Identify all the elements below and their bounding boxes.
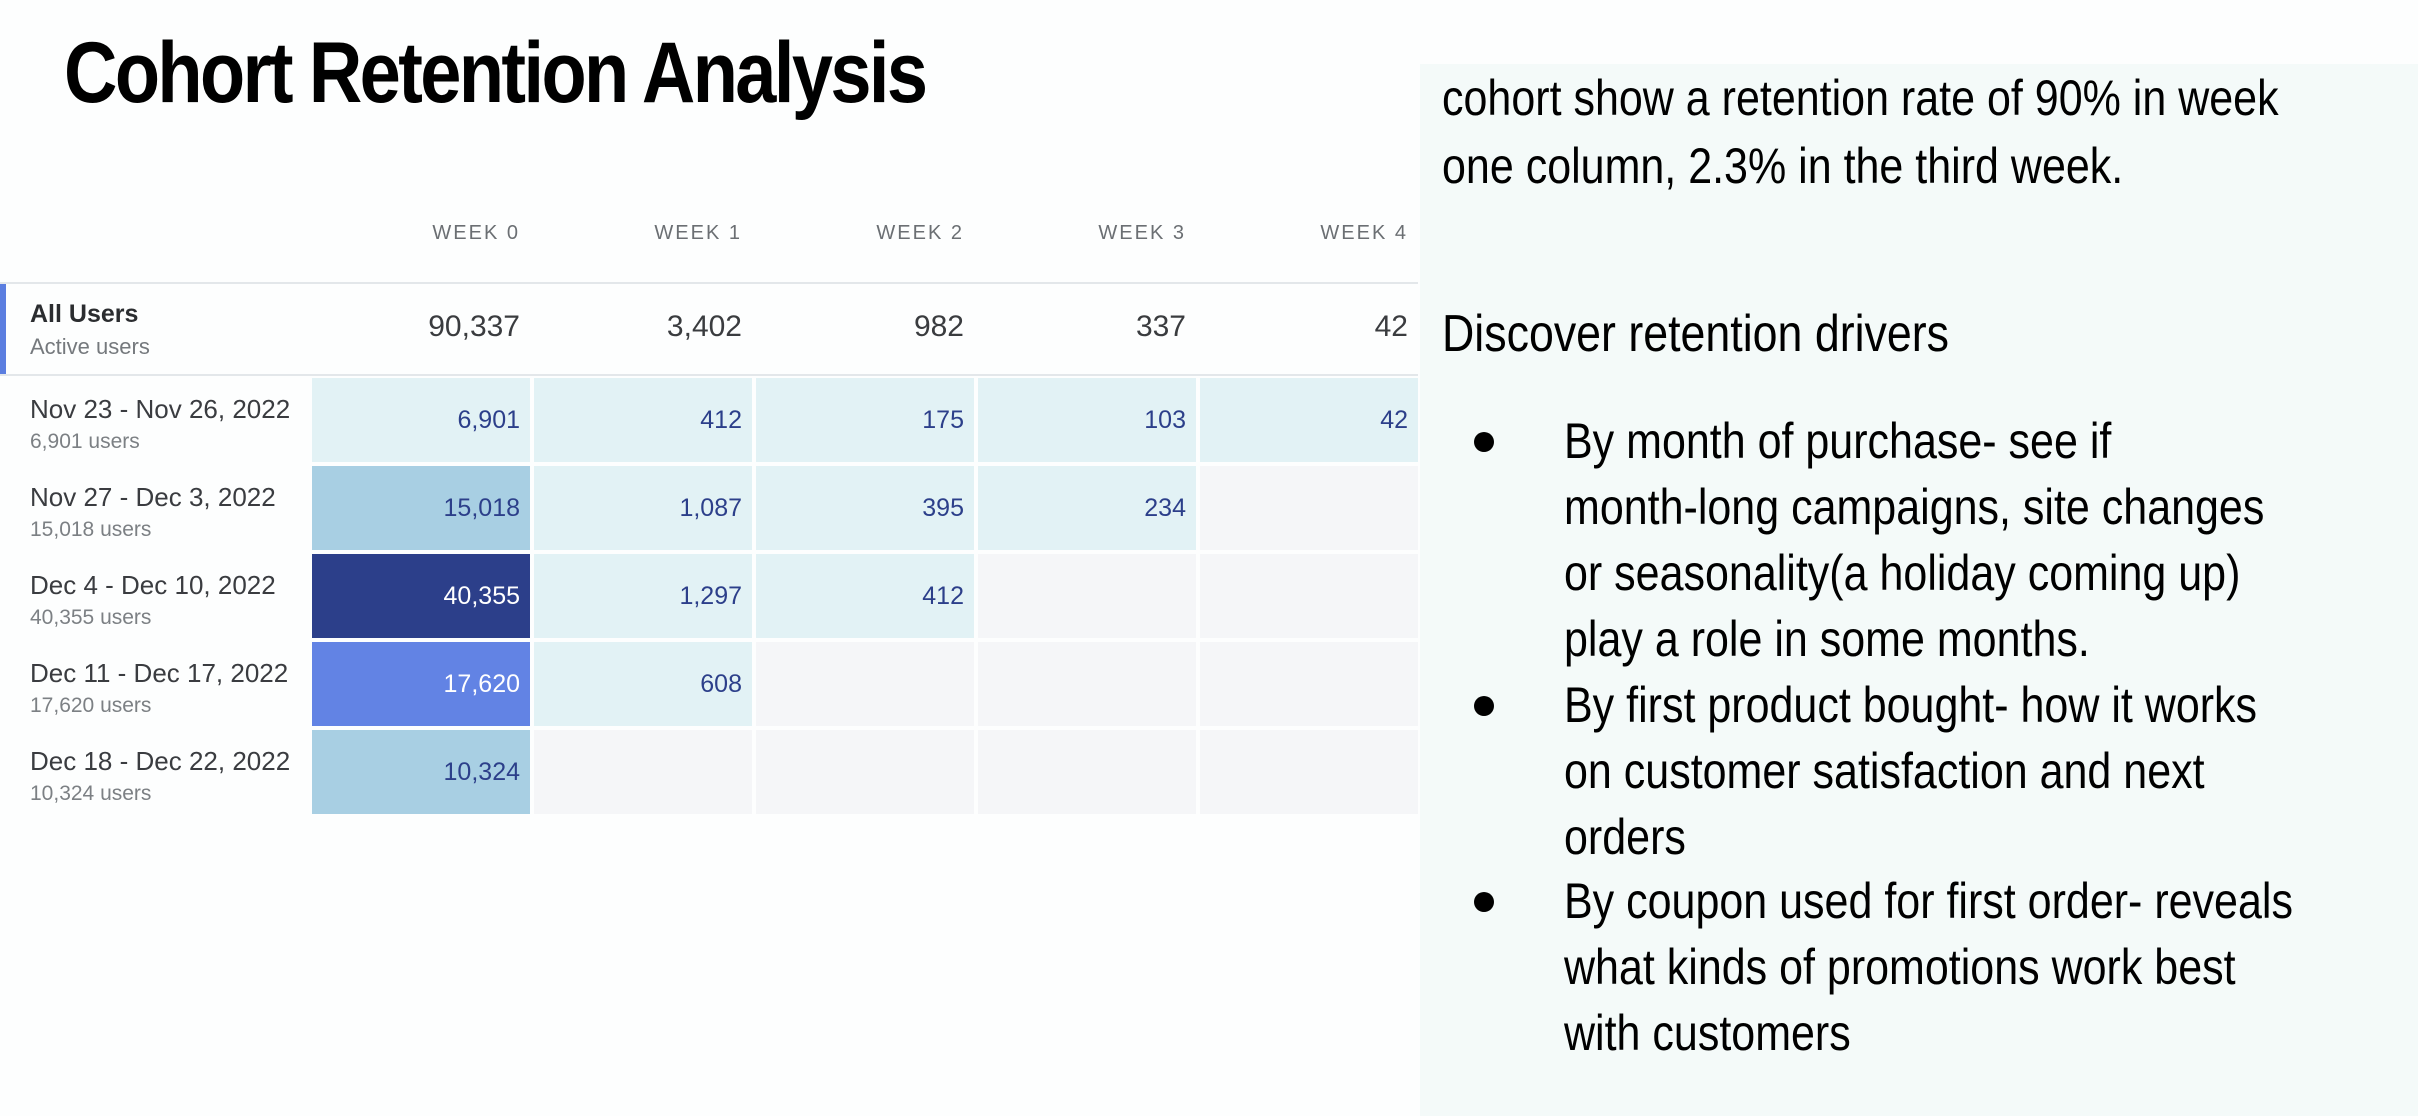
bullet-line: month-long campaigns, site changes <box>1564 479 2265 535</box>
cohort-date-range: Dec 18 - Dec 22, 2022 <box>30 746 291 776</box>
retention-cell: 6,901 <box>312 378 530 462</box>
total-week-2: 982 <box>913 310 964 343</box>
empty-cell <box>756 730 974 814</box>
empty-cell <box>978 730 1196 814</box>
cohort-user-count: 40,355 users <box>30 606 152 629</box>
bullet-line: By first product bought- how it works <box>1564 677 2258 733</box>
cohort-user-count: 17,620 users <box>30 694 152 717</box>
cohort-row[interactable]: Dec 18 - Dec 22, 2022 10,324 users 10,324 <box>0 728 1418 816</box>
cohort-row[interactable]: Nov 27 - Dec 3, 2022 15,018 users 15,018 1,… <box>0 464 1418 552</box>
cohort-user-count: 15,018 users <box>30 518 152 541</box>
cohort-date-range: Dec 4 - Dec 10, 2022 <box>30 570 276 600</box>
bullet-line: or seasonality(a holiday coming up) <box>1564 545 2241 601</box>
empty-cell <box>1200 466 1418 550</box>
bullet-line: By month of purchase- see if <box>1564 413 2112 469</box>
empty-cell <box>534 730 752 814</box>
empty-cell <box>978 642 1196 726</box>
retention-cell: 412 <box>534 378 752 462</box>
bullet-dot-icon <box>1474 892 1494 912</box>
cohort-user-count: 10,324 users <box>30 782 152 805</box>
intro-line: cohort show a retention rate of 90% in w… <box>1442 70 2279 126</box>
cohort-row[interactable]: Nov 23 - Nov 26, 2022 6,901 users 6,901 412… <box>0 376 1418 464</box>
retention-cell: 103 <box>978 378 1196 462</box>
total-week-0: 90,337 <box>428 310 520 343</box>
empty-cell <box>1200 554 1418 638</box>
bullet-line: what kinds of promotions work best <box>1564 939 2236 995</box>
column-header-week-0: WEEK 0 <box>432 222 520 244</box>
cohort-user-count: 6,901 users <box>30 430 140 453</box>
bullet-line: with customers <box>1564 1005 1851 1061</box>
retention-cell: 1,297 <box>534 554 752 638</box>
retention-cell: 175 <box>756 378 974 462</box>
empty-cell <box>1200 642 1418 726</box>
all-users-sublabel: Active users <box>30 334 150 359</box>
retention-cell: 234 <box>978 466 1196 550</box>
bullet-line: play a role in some months. <box>1564 611 2090 667</box>
intro-text: cohort show a retention rate of 90% in w… <box>1442 64 2279 200</box>
bullet-dot-icon <box>1474 696 1494 716</box>
cohort-date-range: Dec 11 - Dec 17, 2022 <box>30 658 289 688</box>
empty-cell <box>978 554 1196 638</box>
all-users-label: All Users <box>30 300 139 328</box>
bullet-item: By coupon used for first order- reveals w… <box>1564 868 2293 1066</box>
bullet-item: By month of purchase- see if month-long c… <box>1564 408 2264 672</box>
intro-line: one column, 2.3% in the third week. <box>1442 138 2124 194</box>
total-week-3: 337 <box>1135 310 1186 343</box>
total-week-1: 3,402 <box>666 310 742 343</box>
cohort-rows: Nov 23 - Nov 26, 2022 6,901 users 6,901 412… <box>0 376 1418 816</box>
cohort-date-range: Nov 23 - Nov 26, 2022 <box>30 394 291 424</box>
cohort-table: WEEK 0 WEEK 1 WEEK 2 WEEK 3 WEEK 4 All U… <box>0 188 1418 816</box>
notes-panel <box>1420 64 2418 1116</box>
total-week-4: 42 <box>1374 310 1408 343</box>
retention-cell: 40,355 <box>312 554 530 638</box>
cohort-row[interactable]: Dec 4 - Dec 10, 2022 40,355 users 40,355 1,… <box>0 552 1418 640</box>
table-header: WEEK 0 WEEK 1 WEEK 2 WEEK 3 WEEK 4 <box>0 188 1418 284</box>
bullet-item: By first product bought- how it works on … <box>1564 672 2257 870</box>
page-title: Cohort Retention Analysis <box>64 25 928 121</box>
column-header-week-1: WEEK 1 <box>654 222 742 244</box>
bullet-line: orders <box>1564 809 1686 865</box>
column-header-week-4: WEEK 4 <box>1320 222 1408 244</box>
cohort-row[interactable]: Dec 11 - Dec 17, 2022 17,620 users 17,620 6… <box>0 640 1418 728</box>
retention-cell: 1,087 <box>534 466 752 550</box>
bullet-line: By coupon used for first order- reveals <box>1564 873 2293 929</box>
column-header-week-2: WEEK 2 <box>876 222 964 244</box>
retention-cell: 42 <box>1200 378 1418 462</box>
bullet-dot-icon <box>1474 432 1494 452</box>
retention-cell: 608 <box>534 642 752 726</box>
retention-cell: 395 <box>756 466 974 550</box>
retention-cell: 17,620 <box>312 642 530 726</box>
bullet-line: on customer satisfaction and next <box>1564 743 2205 799</box>
retention-cell: 412 <box>756 554 974 638</box>
all-users-row[interactable]: All Users Active users 90,337 3,402 982 … <box>0 284 1418 376</box>
empty-cell <box>1200 730 1418 814</box>
retention-cell: 10,324 <box>312 730 530 814</box>
retention-cell: 15,018 <box>312 466 530 550</box>
section-heading: Discover retention drivers <box>1442 305 1950 363</box>
column-header-week-3: WEEK 3 <box>1098 222 1186 244</box>
empty-cell <box>756 642 974 726</box>
cohort-date-range: Nov 27 - Dec 3, 2022 <box>30 482 276 512</box>
selected-row-indicator <box>0 284 6 374</box>
